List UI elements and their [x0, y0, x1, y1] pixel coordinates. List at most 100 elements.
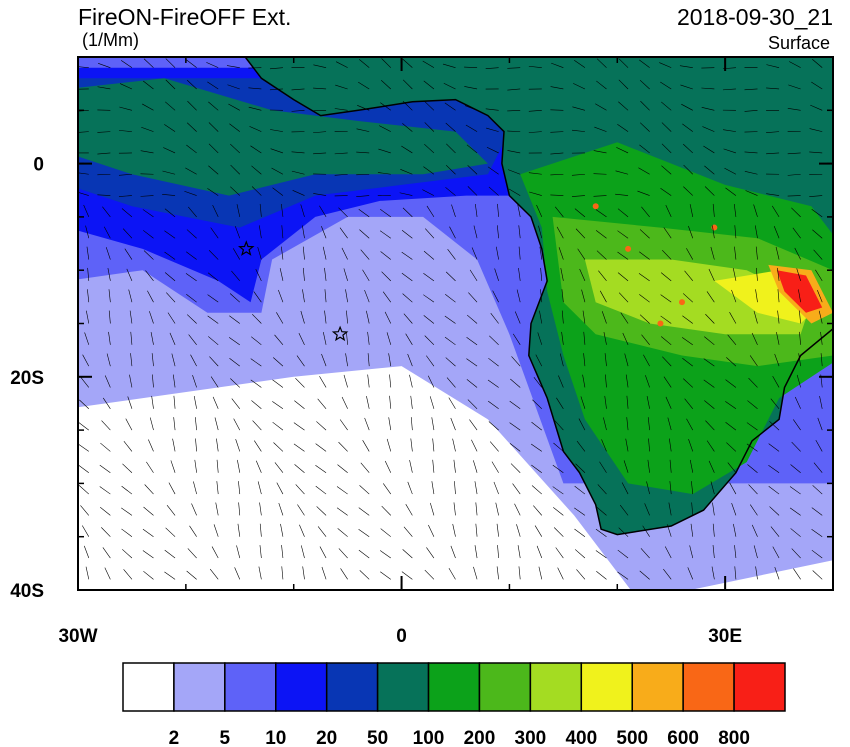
wind-barb: [512, 483, 521, 495]
wind-barb: [165, 79, 176, 90]
wind-barb: [488, 186, 499, 196]
wind-barb: [451, 204, 456, 217]
wind-barb: [497, 545, 499, 559]
wind-barb: [787, 173, 801, 176]
wind-barb: [334, 152, 348, 155]
wind-barb: [142, 550, 154, 559]
colorbar-box: [427, 662, 481, 712]
wind-barb: [552, 464, 564, 473]
wind-barb: [773, 226, 780, 239]
wind-barb: [615, 193, 629, 196]
wind-barb: [281, 545, 284, 559]
wind-barb: [208, 143, 219, 154]
wind-barb: [251, 400, 262, 410]
wind-barb: [214, 417, 219, 431]
wind-barb: [380, 251, 391, 260]
wind-barb: [338, 207, 348, 218]
wind-barb: [164, 208, 176, 218]
wind-barb: [453, 502, 456, 516]
wind-barb: [250, 379, 262, 388]
wind-barb: [552, 507, 564, 516]
wind-barb: [704, 400, 715, 410]
wind-barb: [108, 331, 111, 345]
wind-barb: [492, 290, 499, 303]
wind-barb: [603, 417, 607, 431]
wind-barb: [228, 103, 240, 111]
wind-barb: [278, 502, 284, 516]
wind-barb: [142, 528, 154, 537]
colorbar-box: [275, 662, 328, 712]
wind-barb: [475, 523, 478, 537]
wind-barb: [188, 206, 197, 218]
wind-barb: [623, 460, 629, 473]
wind-barb: [324, 289, 327, 303]
wind-barb: [731, 503, 737, 516]
wind-barb: [383, 483, 392, 495]
wind-barb: [291, 88, 305, 91]
wind-barb: [402, 549, 413, 559]
wind-barb: [402, 123, 413, 132]
wind-barb: [646, 395, 650, 409]
wind-barb: [185, 167, 197, 175]
wind-barb: [751, 332, 758, 345]
wind-barb: [766, 64, 780, 68]
wind-barb: [429, 396, 435, 409]
extinction-field: [78, 57, 833, 590]
wind-barb: [453, 459, 456, 473]
wind-barb: [496, 566, 499, 580]
colorbar-label: 200: [464, 728, 496, 747]
wind-barb: [686, 248, 694, 260]
wind-barb: [173, 395, 176, 409]
wind-barb: [791, 441, 801, 452]
wind-barb: [315, 465, 327, 473]
wind-barb: [189, 525, 197, 537]
wind-barb: [83, 204, 90, 218]
lat-tick-label: 0: [33, 155, 44, 176]
wind-barb: [100, 506, 111, 516]
wind-barb: [733, 203, 737, 217]
wind-barb: [467, 399, 478, 409]
wind-barb: [238, 481, 241, 495]
wind-barb: [731, 289, 737, 303]
wind-barb: [647, 417, 650, 431]
wind-barb: [248, 87, 262, 90]
wind-barb: [557, 567, 564, 580]
wind-barb: [514, 503, 521, 516]
wind-barb: [516, 289, 521, 303]
wind-barb: [490, 312, 499, 324]
wind-barb: [528, 65, 542, 68]
wind-barb: [430, 502, 435, 516]
wind-barb: [530, 443, 542, 452]
wind-barb: [129, 310, 133, 324]
wind-barb: [496, 523, 499, 537]
wind-barb: [799, 331, 801, 345]
wind-barb: [258, 225, 262, 239]
wind-barb: [793, 568, 801, 580]
wind-barb: [507, 88, 521, 91]
wind-barb: [233, 418, 241, 431]
wind-barb: [664, 546, 672, 559]
wind-barb: [474, 481, 478, 495]
wind-barb: [813, 249, 823, 260]
wind-barb: [704, 186, 715, 196]
wind-barb: [230, 143, 240, 154]
wind-barb: [639, 314, 650, 324]
wind-barb: [234, 225, 241, 239]
wind-barb: [300, 545, 305, 559]
wind-barb: [341, 247, 348, 260]
wind-barb: [518, 225, 521, 239]
wind-barb: [292, 190, 305, 196]
wind-barb: [596, 80, 607, 90]
wind-barb: [121, 528, 133, 537]
wind-barb: [777, 310, 780, 324]
wind-barb: [725, 379, 737, 388]
wind-barb: [193, 481, 197, 495]
wind-barb: [164, 251, 176, 260]
wind-barb: [815, 439, 823, 452]
wind-barb: [206, 62, 219, 68]
wind-barb: [164, 571, 176, 580]
wind-barb: [507, 110, 521, 112]
wind-barb: [768, 485, 780, 495]
wind-barb: [710, 246, 715, 260]
wind-barb: [725, 401, 737, 410]
